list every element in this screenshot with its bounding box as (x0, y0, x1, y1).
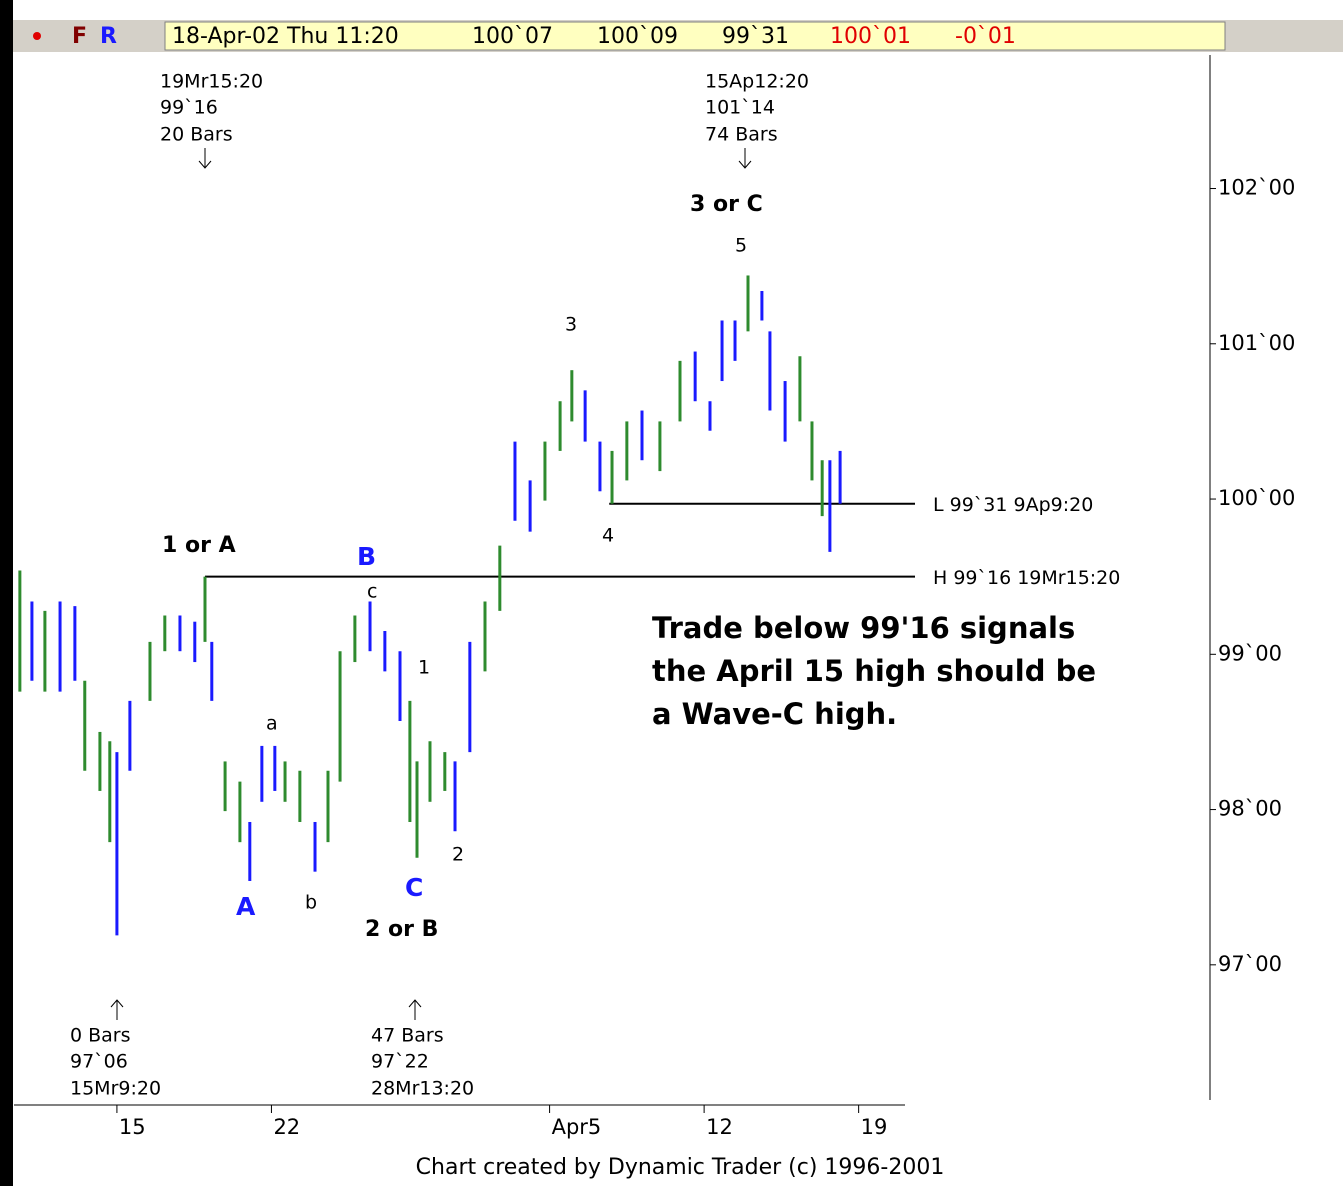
x-tick-label: 22 (273, 1115, 300, 1139)
annotation: 47 Bars (371, 1025, 444, 1047)
annotation: 74 Bars (705, 124, 778, 146)
annotation: 28Mr13:20 (371, 1078, 474, 1100)
annotation: 20 Bars (160, 124, 233, 146)
annotation: 97`22 (371, 1051, 429, 1073)
wave-label: c (367, 581, 377, 603)
level-label: H 99`16 19Mr15:20 (933, 567, 1120, 589)
wave-label: A (236, 892, 256, 921)
wave-label: 1 (418, 657, 430, 679)
y-tick-label: 99`00 (1218, 641, 1282, 665)
wave-label: 2 or B (365, 917, 438, 942)
y-tick-label: 102`00 (1218, 176, 1295, 200)
quote-box (164, 21, 1226, 51)
wave-label: B (357, 542, 376, 571)
note: Trade below 99'16 signals (652, 611, 1075, 645)
y-tick-label: 97`00 (1218, 952, 1282, 976)
left-border (0, 0, 13, 1186)
x-tick-label: 15 (119, 1115, 146, 1139)
arrow (110, 999, 124, 1020)
status-dot (33, 32, 41, 40)
quote-change: -0`01 (955, 24, 1016, 49)
annotation: 15Mr9:20 (70, 1078, 161, 1100)
note: the April 15 high should be (652, 654, 1096, 688)
y-tick-label: 100`00 (1218, 486, 1295, 510)
flag: R (100, 24, 117, 49)
flag: F (72, 24, 87, 49)
y-tick-label: 101`00 (1218, 331, 1295, 355)
x-tick-label: 12 (706, 1115, 733, 1139)
wave-label: 3 (565, 314, 577, 336)
quote-open: 100`07 (472, 24, 553, 49)
x-tick-label: Apr5 (552, 1115, 602, 1139)
annotation: 101`14 (705, 97, 775, 119)
wave-label: 3 or C (690, 192, 763, 217)
wave-label: 4 (602, 525, 614, 547)
quote-date: 18-Apr-02 Thu 11:20 (172, 24, 399, 49)
arrow (408, 999, 422, 1020)
annotation: 0 Bars (70, 1025, 131, 1047)
y-tick-label: 98`00 (1218, 797, 1282, 821)
note: a Wave-C high. (652, 697, 897, 731)
quote-low: 99`31 (722, 24, 789, 49)
wave-label: b (305, 892, 317, 914)
wave-label: a (266, 713, 278, 735)
annotation: 15Ap12:20 (705, 71, 809, 93)
quote-close: 100`01 (830, 24, 911, 49)
annotation: 19Mr15:20 (160, 71, 263, 93)
level-label: L 99`31 9Ap9:20 (933, 494, 1093, 516)
annotation: 99`16 (160, 97, 218, 119)
quote-high: 100`09 (597, 24, 678, 49)
annotation: 97`06 (70, 1051, 128, 1073)
wave-label: 2 (452, 844, 464, 866)
arrow (738, 148, 752, 169)
wave-label: 5 (735, 235, 747, 257)
wave-label: 1 or A (162, 533, 236, 558)
wave-label: C (405, 873, 423, 902)
footer: Chart created by Dynamic Trader (c) 1996… (416, 1155, 945, 1180)
x-tick-label: 19 (861, 1115, 888, 1139)
arrow (198, 148, 212, 169)
